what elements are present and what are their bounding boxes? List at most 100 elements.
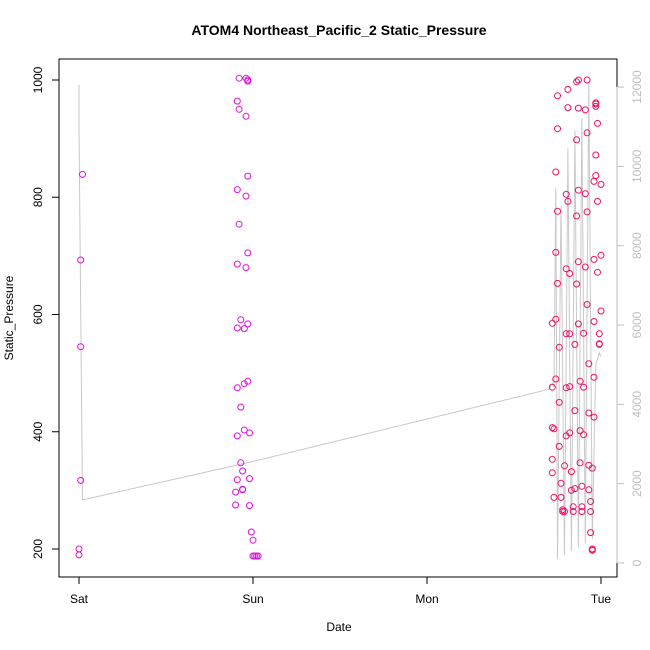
y2-tick-label: 10000	[630, 149, 644, 183]
data-point	[239, 467, 247, 475]
data-point	[587, 508, 595, 515]
y-axis-label: Static_Pressure	[2, 275, 16, 360]
data-point	[242, 264, 250, 272]
data-point	[235, 220, 243, 228]
data-point	[574, 186, 582, 194]
x-tick-label: Mon	[415, 592, 438, 606]
data-point	[573, 212, 581, 220]
y-tick-label: 600	[31, 304, 45, 324]
data-point	[564, 85, 572, 93]
data-point	[576, 377, 584, 385]
data-point	[564, 197, 572, 205]
data-point	[77, 256, 85, 264]
x-axis: Sat Sun Mon Tue	[70, 576, 611, 606]
data-point	[232, 501, 240, 509]
data-point	[552, 375, 560, 383]
data-point	[573, 78, 581, 86]
data-point	[77, 343, 85, 351]
data-point	[580, 329, 588, 337]
data-point	[242, 112, 250, 120]
data-point	[594, 268, 601, 276]
data-point	[555, 398, 563, 406]
y-tick-label: 200	[31, 539, 45, 559]
data-point	[561, 508, 568, 515]
y-axis-left: 200 400 600 800 1000	[31, 66, 60, 559]
data-point	[571, 407, 579, 415]
data-point	[246, 429, 253, 437]
points-layer	[75, 74, 605, 560]
data-point	[555, 442, 563, 450]
secondary-line-layer	[78, 82, 602, 560]
data-point	[555, 343, 563, 351]
data-point	[581, 106, 589, 114]
data-point	[554, 125, 561, 133]
data-point	[235, 74, 243, 82]
data-point	[597, 180, 605, 188]
x-tick-label: Sun	[242, 592, 263, 606]
data-point	[592, 151, 600, 159]
data-point	[587, 498, 595, 505]
data-point	[548, 469, 556, 477]
data-point	[590, 255, 598, 263]
data-point	[574, 104, 582, 112]
data-point	[571, 340, 579, 348]
data-point	[559, 506, 567, 514]
data-point	[566, 383, 574, 391]
data-point	[588, 546, 596, 554]
data-point	[246, 475, 253, 483]
data-point	[240, 380, 248, 388]
data-point	[75, 545, 83, 553]
data-point	[554, 207, 561, 215]
data-point	[552, 168, 560, 176]
data-point	[240, 426, 248, 434]
data-point	[564, 104, 572, 112]
data-point	[548, 383, 556, 391]
data-point	[233, 97, 241, 105]
data-point	[585, 360, 593, 368]
data-point	[574, 320, 582, 328]
data-point	[588, 464, 596, 472]
data-point	[254, 552, 262, 560]
data-point	[552, 248, 560, 256]
data-point	[583, 76, 591, 84]
data-point	[244, 172, 252, 180]
data-point	[557, 493, 565, 501]
data-point	[75, 551, 83, 559]
data-point	[562, 265, 570, 273]
data-point	[244, 377, 252, 385]
data-point	[583, 129, 591, 137]
data-point	[562, 330, 570, 338]
data-point	[237, 316, 245, 324]
data-point	[246, 502, 253, 510]
data-point	[597, 251, 605, 259]
data-point	[550, 425, 558, 433]
data-point	[595, 340, 603, 348]
data-point	[77, 476, 85, 484]
y-tick-label: 800	[31, 187, 45, 207]
data-point	[583, 208, 591, 216]
data-point	[590, 318, 598, 325]
data-point	[548, 455, 556, 463]
y2-tick-label: 8000	[630, 232, 644, 259]
data-point	[585, 486, 593, 494]
data-point	[580, 431, 588, 439]
data-point	[240, 325, 248, 333]
data-point	[249, 536, 257, 544]
data-point	[581, 263, 589, 271]
data-point	[232, 488, 240, 496]
data-point	[235, 105, 243, 113]
data-point	[571, 485, 579, 493]
y2-tick-label: 2000	[630, 470, 644, 497]
data-point	[233, 476, 241, 484]
data-point	[79, 170, 86, 178]
data-point	[569, 503, 577, 511]
data-point	[594, 119, 601, 127]
data-point	[595, 330, 603, 338]
data-point	[242, 192, 250, 200]
data-point	[548, 424, 556, 432]
data-point	[590, 373, 598, 381]
chart-title: ATOM4 Northeast_Pacific_2 Static_Pressur…	[191, 22, 486, 38]
data-point	[244, 249, 252, 257]
data-point	[592, 102, 600, 110]
data-point	[597, 307, 605, 315]
